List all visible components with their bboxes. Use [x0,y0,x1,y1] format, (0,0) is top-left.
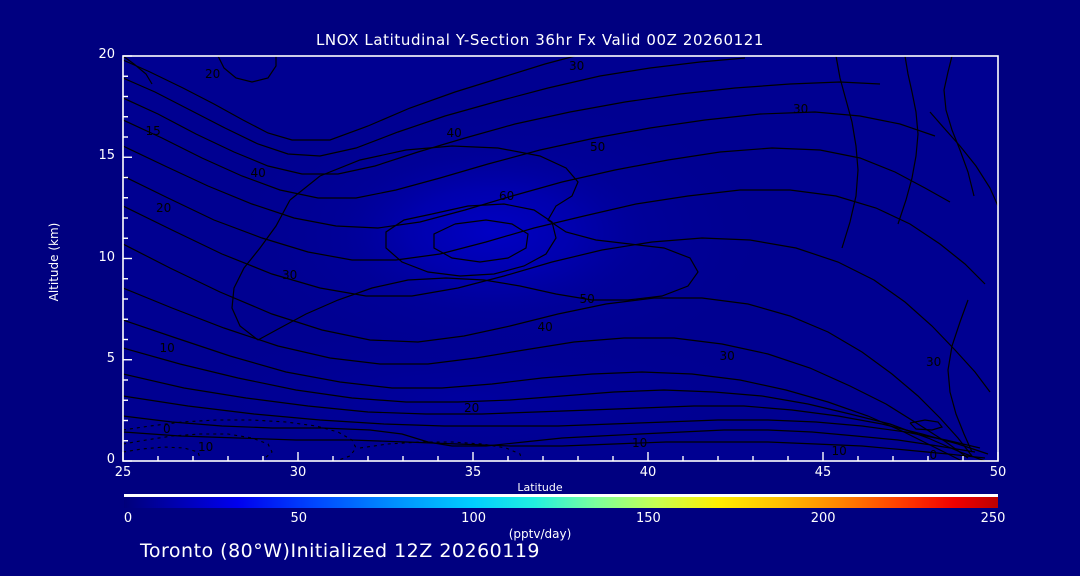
contour-label: 0 [163,421,171,436]
x-tick-label: 45 [814,465,832,480]
y-axis-label: Altitude (km) [47,222,61,302]
y-tick-label: 5 [106,350,115,366]
colorbar-tick-label: 250 [980,511,1006,526]
contour-lines-negative [123,419,523,461]
y-tick-label: 20 [98,47,115,62]
contour-label: 10 [159,340,175,355]
contour-label: 30 [569,59,585,74]
colorbar [124,494,998,508]
x-tick-label: 25 [114,465,132,480]
x-tick-label: 40 [639,465,657,480]
contour-label: 0 [929,447,938,462]
contour-label: 10 [198,439,214,454]
colorbar-tick-label: 50 [290,511,308,526]
contour-label: 40 [537,320,553,335]
y-tick-label: 15 [98,148,115,164]
contour-label: 30 [926,354,942,369]
contour-label: 10 [831,443,847,458]
plot-area-fill [123,56,998,461]
contour-label: 20 [156,200,172,215]
chart-title: LNOX Latitudinal Y-Section 36hr Fx Valid… [315,31,765,49]
y-tick-label: 0 [106,452,115,467]
contour-label: 30 [719,348,735,363]
x-tick-label: 35 [464,465,482,480]
x-axis-label: Latitude [517,481,563,494]
contour-label: 20 [205,67,221,82]
x-tick-label: 50 [989,465,1007,480]
x-tick-label: 30 [289,465,307,480]
contour-lines-positive [123,56,998,461]
contour-label: 20 [464,401,480,416]
contour-label: 40 [446,125,462,140]
colorbar-tick-label: 150 [635,511,661,526]
colorbar-tick-label: 0 [123,511,133,526]
contour-label: 60 [499,188,515,203]
colorbar-tick-label: 200 [810,511,836,526]
contour-label: 30 [793,101,809,116]
figure-caption: Toronto (80°W)Initialized 12Z 20260119 [140,540,541,562]
contour-label: 30 [282,267,298,282]
colorbar-tick-label: 100 [461,511,486,526]
axis-ticks [122,55,999,462]
y-tick-label: 10 [98,249,115,265]
contour-label: 40 [250,166,266,181]
contour-label: 15 [145,123,161,138]
colorbar-units-label: (pptv/day) [508,527,572,541]
contour-label: 50 [590,140,606,155]
contour-label: 50 [579,292,595,306]
contour-label: 10 [632,435,648,450]
